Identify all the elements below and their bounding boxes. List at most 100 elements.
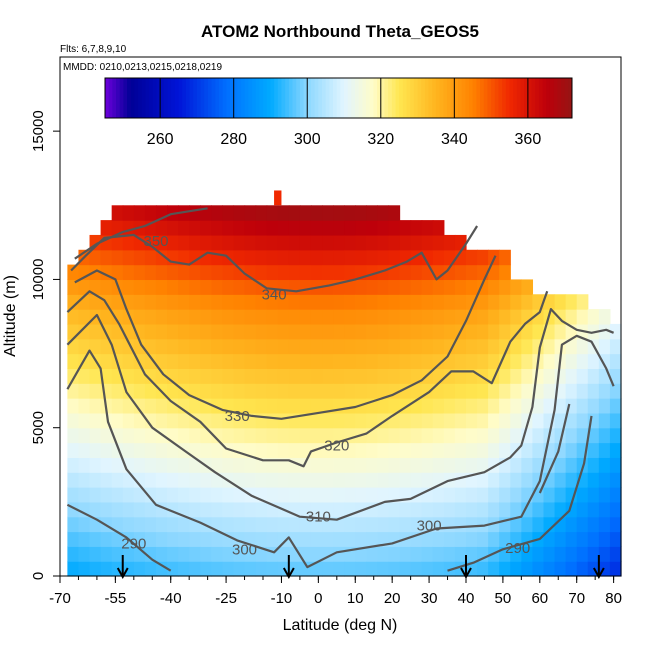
- heat-cell: [366, 412, 379, 429]
- colorbar-swatch: [502, 78, 507, 118]
- heat-cell: [366, 294, 379, 310]
- heat-cell: [399, 398, 412, 414]
- heat-cell: [465, 309, 478, 325]
- heat-cell: [333, 531, 345, 547]
- heat-cell: [122, 294, 135, 310]
- heat-cell: [598, 383, 611, 399]
- heat-cell: [155, 412, 168, 429]
- heat-cell: [521, 412, 534, 429]
- heat-cell: [222, 546, 235, 562]
- heat-cell: [543, 501, 556, 518]
- heat-cell: [521, 353, 534, 369]
- heat-cell: [355, 323, 367, 340]
- heat-cell: [310, 338, 323, 355]
- heat-cell: [421, 383, 434, 399]
- heat-cell: [388, 294, 401, 310]
- heat-cell: [333, 487, 345, 503]
- heat-cell: [333, 338, 345, 355]
- heat-cell: [488, 323, 500, 340]
- heat-cell: [322, 264, 334, 281]
- heat-cell: [288, 309, 301, 325]
- heat-cell: [299, 294, 312, 310]
- heat-cell: [277, 309, 290, 325]
- heat-cell: [67, 516, 80, 533]
- heat-cell: [288, 546, 301, 562]
- heat-cell: [211, 412, 223, 429]
- heat-cell: [244, 294, 257, 310]
- heat-cell: [167, 442, 179, 458]
- contour-label-300: 300: [232, 541, 257, 558]
- heat-cell: [288, 531, 301, 547]
- heat-cell: [288, 353, 301, 369]
- heat-cell: [388, 249, 401, 266]
- colorbar-swatch: [152, 78, 157, 118]
- heat-cell: [122, 472, 135, 488]
- heat-cell: [167, 249, 179, 266]
- heat-cell: [144, 234, 157, 251]
- heat-cell: [310, 427, 323, 444]
- colorbar-swatch: [524, 78, 529, 118]
- heat-cell: [299, 264, 312, 281]
- heat-cell: [310, 516, 323, 533]
- heat-cell: [598, 501, 611, 518]
- heat-cell: [454, 368, 467, 384]
- heat-cell: [167, 353, 179, 369]
- heat-cell: [178, 546, 190, 562]
- heat-cell: [344, 561, 356, 577]
- heat-cell: [576, 383, 589, 399]
- heat-cell: [78, 309, 91, 325]
- heat-cell: [532, 472, 545, 488]
- heat-cell: [299, 249, 312, 266]
- heat-cell: [388, 398, 401, 414]
- heat-cell: [89, 279, 102, 295]
- heat-cell: [388, 457, 401, 473]
- heat-cell: [344, 234, 356, 251]
- colorbar-swatch: [439, 78, 444, 118]
- heat-cell: [133, 412, 146, 429]
- heat-cell: [532, 368, 545, 384]
- heat-cell: [167, 264, 179, 281]
- contour-290: [447, 415, 593, 572]
- heat-cell: [266, 383, 279, 399]
- heat-cell: [255, 472, 268, 488]
- heat-cell: [377, 501, 390, 518]
- heat-cell: [598, 516, 611, 533]
- heat-cell: [78, 472, 91, 488]
- colorbar-swatch: [469, 78, 474, 118]
- heat-cell: [200, 442, 212, 458]
- heat-cell: [377, 249, 390, 266]
- heat-cell: [167, 561, 179, 577]
- colorbar-tick-label: 360: [515, 131, 542, 148]
- heat-cell: [355, 412, 367, 429]
- heat-cell: [477, 531, 489, 547]
- heat-cell: [488, 531, 500, 547]
- heat-cell: [377, 383, 390, 399]
- heat-cell: [366, 338, 379, 355]
- heat-cell: [333, 472, 345, 488]
- heat-cell: [133, 457, 146, 473]
- colorbar-swatch: [292, 78, 297, 118]
- heat-cell: [244, 561, 257, 577]
- colorbar-swatch: [347, 78, 352, 118]
- heat-cell: [155, 561, 168, 577]
- heat-cell: [89, 234, 102, 251]
- heat-cell: [532, 309, 545, 325]
- heat-cell: [100, 368, 113, 384]
- heat-cell: [576, 353, 589, 369]
- heat-cell: [167, 546, 179, 562]
- heat-cell: [244, 234, 257, 251]
- heat-cell: [111, 472, 124, 488]
- heat-cell: [189, 516, 201, 533]
- heat-cell: [178, 516, 190, 533]
- colorbar-swatch: [491, 78, 496, 118]
- colorbar-swatch: [428, 78, 433, 118]
- heat-cell: [189, 249, 201, 266]
- heat-cell: [155, 309, 168, 325]
- heat-cell: [377, 353, 390, 369]
- heat-cell: [244, 205, 257, 221]
- x-tick-label: 0: [314, 590, 322, 607]
- heat-cell: [532, 487, 545, 503]
- x-tick-label: 50: [495, 590, 512, 607]
- heat-cell: [310, 412, 323, 429]
- heat-cell: [609, 501, 622, 518]
